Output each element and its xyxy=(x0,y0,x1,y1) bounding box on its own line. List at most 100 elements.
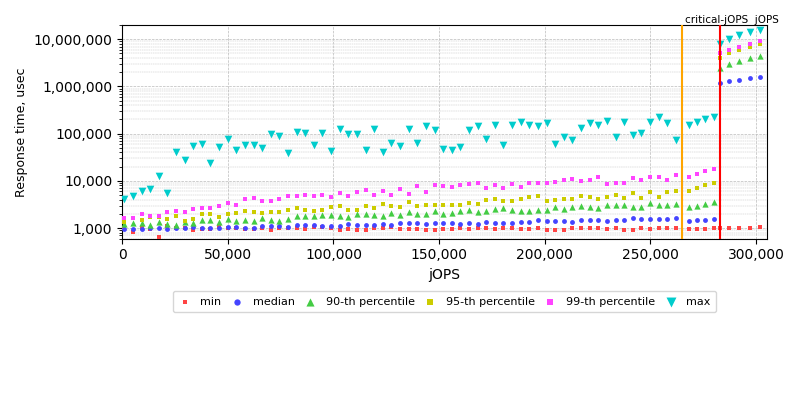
99-th percentile xyxy=(299,192,312,198)
99-th percentile xyxy=(428,182,441,188)
95-th percentile xyxy=(350,206,363,213)
max xyxy=(437,146,450,152)
max xyxy=(566,137,579,143)
max xyxy=(213,144,226,150)
max xyxy=(290,128,303,135)
max xyxy=(699,116,712,123)
max xyxy=(238,142,251,148)
99-th percentile xyxy=(368,192,381,198)
90-th percentile xyxy=(290,213,303,219)
X-axis label: jOPS: jOPS xyxy=(429,268,461,282)
median xyxy=(394,220,406,227)
median xyxy=(670,215,682,222)
Text: critical-jOPS  jOPS: critical-jOPS jOPS xyxy=(686,15,779,25)
99-th percentile xyxy=(256,198,269,204)
90-th percentile xyxy=(489,206,502,212)
median xyxy=(523,219,536,226)
max xyxy=(126,192,139,199)
median xyxy=(385,222,398,228)
99-th percentile xyxy=(118,215,130,222)
99-th percentile xyxy=(350,188,363,195)
max xyxy=(161,190,174,196)
min xyxy=(549,226,562,233)
max xyxy=(377,148,390,155)
99-th percentile xyxy=(135,211,148,218)
90-th percentile xyxy=(299,213,312,219)
99-th percentile xyxy=(670,172,682,178)
min xyxy=(574,225,587,231)
95-th percentile xyxy=(454,202,466,208)
90-th percentile xyxy=(618,202,630,208)
min xyxy=(385,224,398,230)
99-th percentile xyxy=(618,180,630,187)
max xyxy=(316,130,329,136)
max xyxy=(514,119,527,126)
90-th percentile xyxy=(402,208,415,215)
min xyxy=(480,225,493,231)
90-th percentile xyxy=(531,207,544,213)
median xyxy=(135,226,148,232)
90-th percentile xyxy=(635,204,648,210)
90-th percentile xyxy=(419,211,432,218)
median xyxy=(540,218,553,224)
max xyxy=(462,127,475,133)
90-th percentile xyxy=(626,204,639,210)
min xyxy=(135,224,148,231)
median xyxy=(514,218,527,225)
max xyxy=(540,120,553,126)
median xyxy=(222,224,234,230)
max xyxy=(394,143,406,149)
99-th percentile xyxy=(170,208,182,214)
max xyxy=(574,125,587,132)
min xyxy=(264,227,277,233)
max xyxy=(170,149,182,155)
min xyxy=(540,226,553,233)
median xyxy=(549,218,562,224)
max xyxy=(385,140,398,146)
max xyxy=(592,122,605,128)
min xyxy=(428,227,441,233)
90-th percentile xyxy=(540,207,553,213)
99-th percentile xyxy=(187,206,200,212)
90-th percentile xyxy=(690,202,703,209)
99-th percentile xyxy=(592,174,605,181)
95-th percentile xyxy=(204,211,217,217)
max xyxy=(273,133,286,139)
95-th percentile xyxy=(480,197,493,203)
90-th percentile xyxy=(471,209,484,215)
90-th percentile xyxy=(446,210,458,216)
95-th percentile xyxy=(540,198,553,204)
99-th percentile xyxy=(307,193,320,199)
99-th percentile xyxy=(238,196,251,202)
max xyxy=(471,123,484,129)
min xyxy=(714,225,726,231)
95-th percentile xyxy=(661,188,674,195)
median xyxy=(419,220,432,227)
99-th percentile xyxy=(402,190,415,197)
99-th percentile xyxy=(652,174,665,180)
90-th percentile xyxy=(707,199,720,206)
99-th percentile xyxy=(531,180,544,186)
max xyxy=(325,148,338,154)
Y-axis label: Response time, usec: Response time, usec xyxy=(15,67,28,196)
median xyxy=(446,220,458,226)
95-th percentile xyxy=(722,50,735,57)
95-th percentile xyxy=(531,193,544,200)
min xyxy=(661,224,674,231)
median xyxy=(247,224,260,231)
95-th percentile xyxy=(549,197,562,203)
95-th percentile xyxy=(514,196,527,202)
99-th percentile xyxy=(394,186,406,192)
95-th percentile xyxy=(754,40,766,47)
min xyxy=(213,224,226,230)
90-th percentile xyxy=(273,217,286,224)
min xyxy=(325,224,338,231)
90-th percentile xyxy=(368,212,381,218)
90-th percentile xyxy=(558,206,570,213)
median xyxy=(213,224,226,231)
90-th percentile xyxy=(152,218,165,225)
90-th percentile xyxy=(437,210,450,217)
90-th percentile xyxy=(601,202,614,208)
95-th percentile xyxy=(334,203,346,209)
min xyxy=(531,225,544,231)
